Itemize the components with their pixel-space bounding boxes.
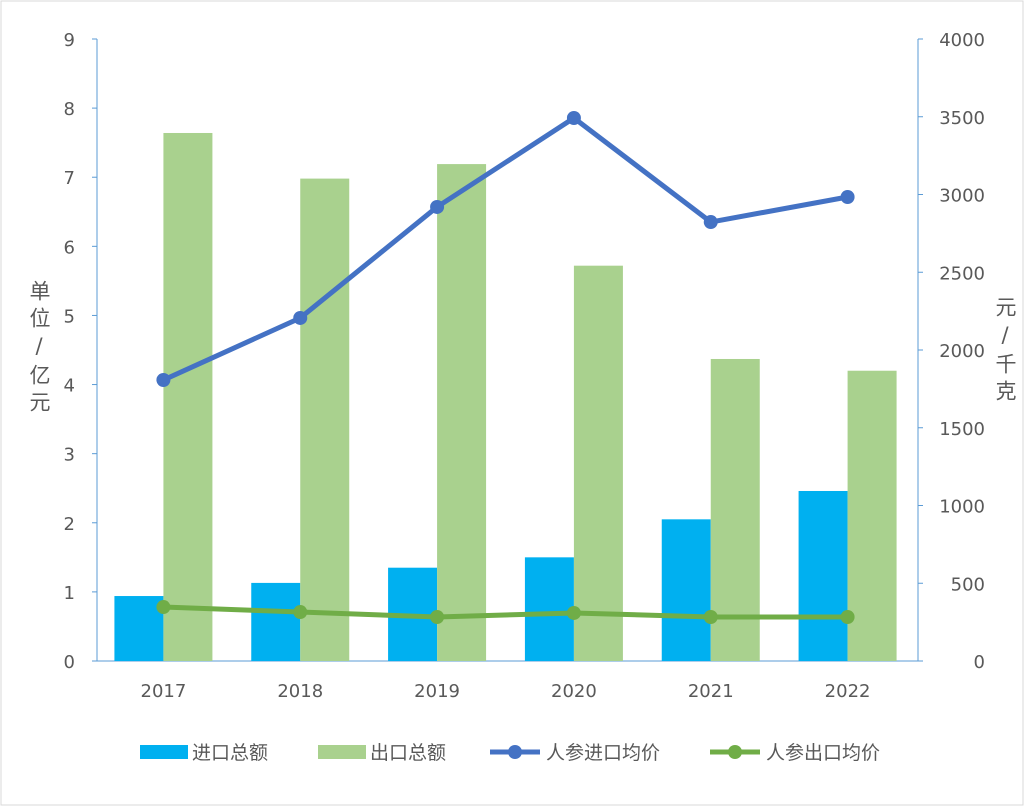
left-tick-label: 8	[64, 99, 75, 120]
bar-export-2021	[710, 358, 760, 661]
line-export-price	[163, 604, 848, 620]
point-import-price-2021	[703, 215, 718, 230]
legend-label: 出口总额	[370, 742, 446, 764]
point-export-price-2020	[566, 605, 581, 620]
right-tick-label: 3000	[939, 186, 985, 207]
legend-label: 人参进口均价	[546, 742, 660, 764]
bar-export-2018	[300, 178, 350, 662]
bar-import-2020	[524, 557, 574, 661]
bar-export-2017	[163, 132, 213, 662]
bar-import-2021	[661, 519, 711, 661]
x-tick-label: 2019	[414, 681, 460, 702]
left-tick-label: 9	[64, 30, 75, 51]
point-import-price-2017	[156, 373, 171, 388]
right-tick-label: 0	[974, 652, 985, 673]
point-export-price-2019	[430, 609, 445, 624]
point-export-price-2021	[703, 609, 718, 624]
legend-label: 进口总额	[192, 742, 268, 764]
x-tick-label: 2018	[277, 681, 323, 702]
left-tick-label: 1	[64, 583, 75, 604]
bar-import-2018	[251, 582, 301, 661]
x-tick-label: 2022	[825, 681, 871, 702]
legend-swatch	[140, 745, 188, 759]
left-tick-label: 6	[64, 237, 75, 258]
point-export-price-2018	[293, 605, 308, 620]
legend-swatch	[318, 745, 366, 759]
legend-swatch-marker	[728, 745, 742, 759]
bar-export-2019	[437, 164, 487, 661]
right-tick-label: 500	[951, 574, 985, 595]
bar-import-2022	[798, 490, 848, 661]
right-axis-title: 元/千克	[993, 296, 1017, 407]
x-tick-label: 2020	[551, 681, 597, 702]
left-tick-label: 3	[64, 445, 75, 466]
right-tick-label: 2000	[939, 341, 985, 362]
x-tick-label: 2017	[141, 681, 187, 702]
point-export-price-2022	[840, 609, 855, 624]
bar-export-2022	[847, 370, 897, 661]
line-import-price	[162, 115, 849, 383]
bar-export-2020	[573, 265, 623, 661]
point-import-price-2020	[566, 110, 581, 125]
left-tick-label: 2	[64, 514, 75, 535]
right-tick-label: 1000	[939, 497, 985, 518]
point-export-price-2017	[156, 600, 171, 615]
right-tick-label: 3500	[939, 108, 985, 129]
left-tick-label: 0	[64, 652, 75, 673]
point-import-price-2022	[840, 189, 855, 204]
left-tick-label: 5	[64, 306, 75, 327]
left-tick-label: 4	[64, 376, 75, 397]
right-tick-label: 1500	[939, 419, 985, 440]
point-import-price-2018	[293, 310, 308, 325]
point-import-price-2019	[430, 199, 445, 214]
right-tick-label: 2500	[939, 263, 985, 284]
bar-import-2017	[114, 596, 164, 661]
left-axis-title: 单位/亿元	[27, 280, 51, 418]
legend-label: 人参出口均价	[766, 742, 880, 764]
legend-swatch-marker	[508, 745, 522, 759]
left-tick-label: 7	[64, 168, 75, 189]
right-tick-label: 4000	[939, 30, 985, 51]
x-tick-label: 2021	[688, 681, 734, 702]
